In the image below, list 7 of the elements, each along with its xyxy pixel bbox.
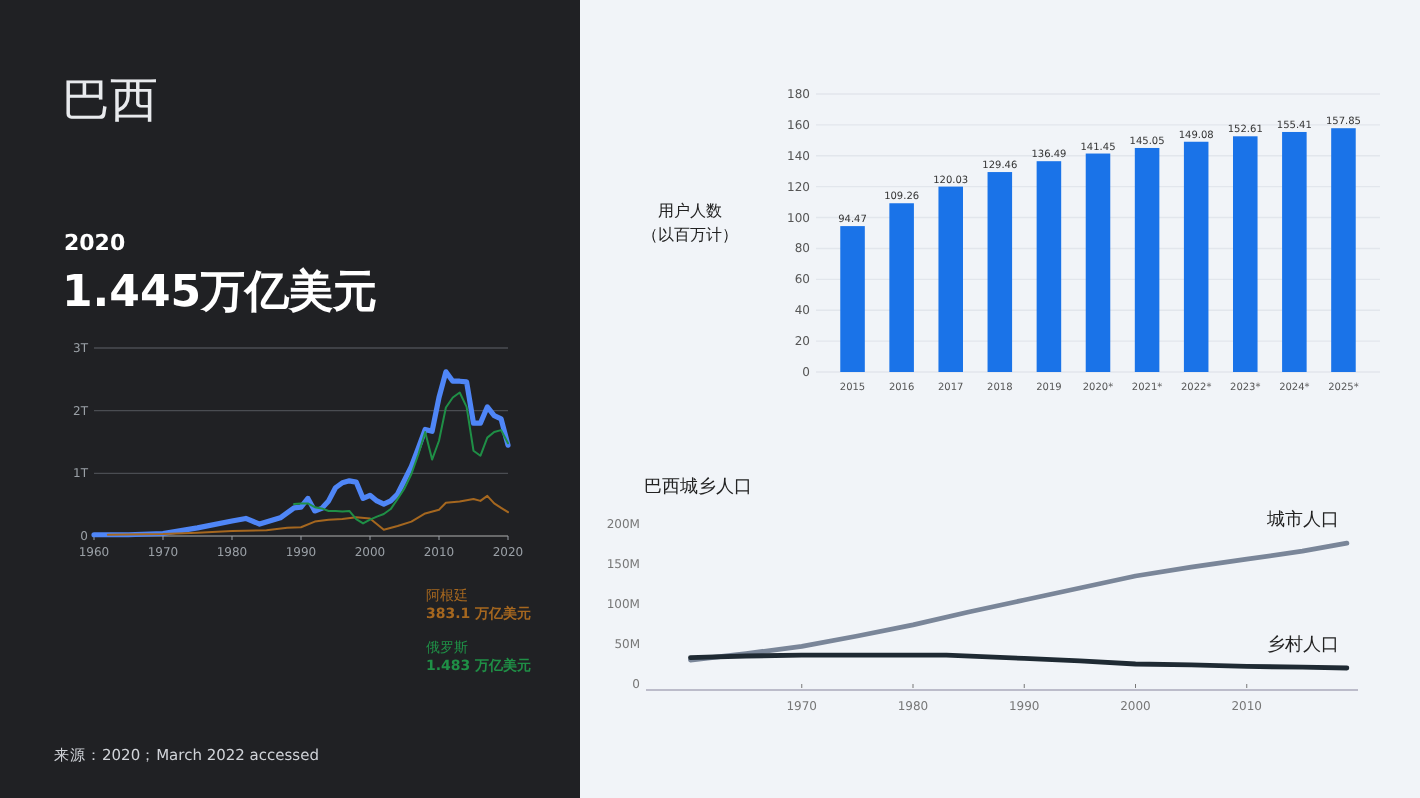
series-label: 乡村人口 [1266,634,1339,656]
chart-subtitle: 2020 [64,230,126,256]
series-label: 城市人口 [1264,509,1339,532]
y-axis-title: 用户人数（以百万计） [642,202,738,244]
chart-title: 巴西 [62,72,158,128]
text: 1.445万亿美元 [62,266,378,318]
chart-title: 巴西城乡人口 [644,476,752,498]
